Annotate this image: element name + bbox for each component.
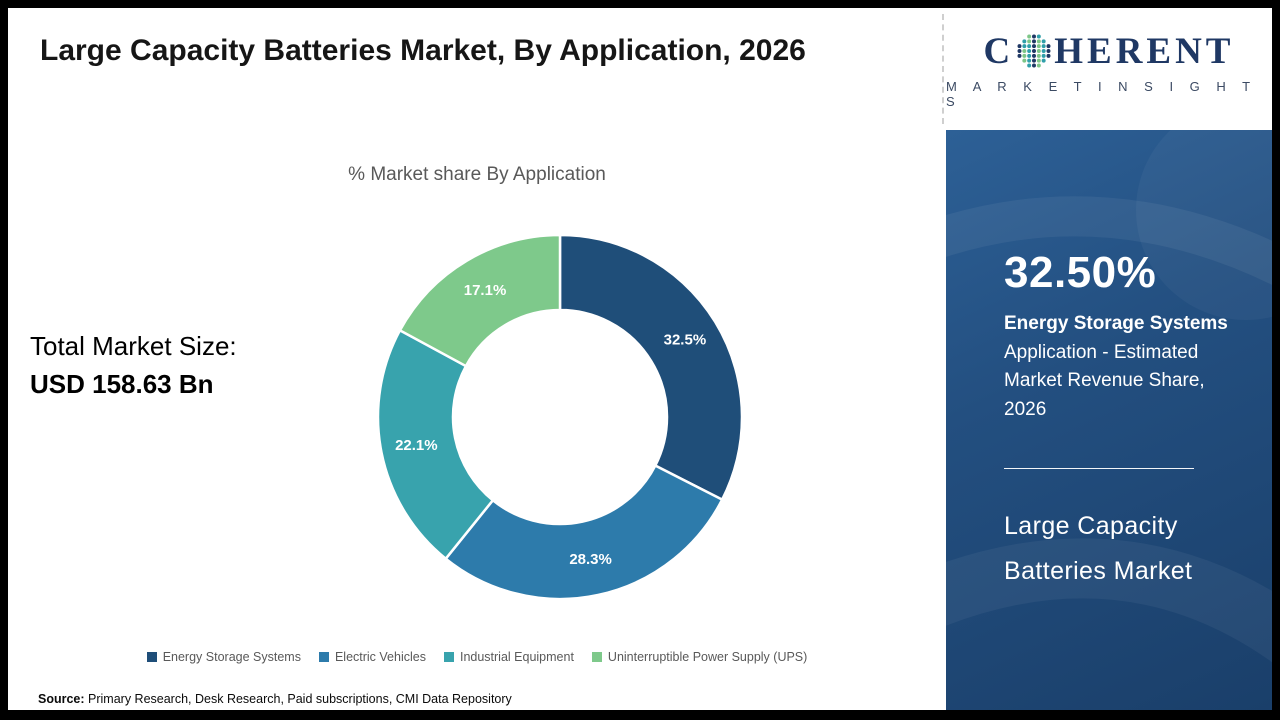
sidebar-divider xyxy=(1004,468,1194,469)
donut-chart-svg: 32.5% 28.3% 22.1% 17.1% xyxy=(376,233,744,601)
source-line: Source: Primary Research, Desk Research,… xyxy=(38,692,512,706)
stat-description-bold: Energy Storage Systems xyxy=(1004,313,1228,334)
donut-segment-label: 22.1% xyxy=(395,437,438,454)
legend-item: Uninterruptible Power Supply (UPS) xyxy=(591,650,808,664)
logo-wordmark: C HERENT xyxy=(984,30,1235,73)
stat-description-rest: Application - Estimated Market Revenue S… xyxy=(1004,341,1205,420)
legend-swatch xyxy=(443,652,454,662)
sidebar-stat: 32.50% Energy Storage Systems Applicatio… xyxy=(1004,248,1248,424)
highlight-sidebar: 32.50% Energy Storage Systems Applicatio… xyxy=(946,130,1272,710)
source-label: Source: xyxy=(38,692,85,706)
chart-legend: Energy Storage Systems Electric Vehicles I… xyxy=(8,650,946,664)
market-name-line1: Large Capacity xyxy=(1004,512,1178,540)
legend-label: Electric Vehicles xyxy=(334,650,426,664)
donut-segment-2 xyxy=(376,328,495,561)
total-market-value: USD 158.63 Bn xyxy=(30,368,214,399)
legend-swatch xyxy=(318,652,329,662)
stat-value: 32.50% xyxy=(1004,248,1157,297)
market-name-line2: Batteries Market xyxy=(1004,557,1193,585)
legend-swatch xyxy=(591,652,602,662)
legend-label: Industrial Equipment xyxy=(459,650,574,664)
source-text: Primary Research, Desk Research, Paid su… xyxy=(84,692,512,706)
donut-segment-3 xyxy=(398,233,562,368)
logo-letters-herent: HERENT xyxy=(1054,30,1235,72)
logo-letter-c: C xyxy=(983,30,1015,72)
legend-swatch xyxy=(146,652,157,662)
total-market-label: Total Market Size: xyxy=(30,331,237,361)
donut-segment-1 xyxy=(444,463,724,601)
chart-subtitle: % Market share By Application xyxy=(348,164,606,185)
donut-segment-label: 17.1% xyxy=(464,282,507,299)
page-title: Large Capacity Batteries Market, By Appl… xyxy=(40,34,806,67)
legend-item: Energy Storage Systems xyxy=(146,650,301,664)
logo-tagline: M A R K E T I N S I G H T S xyxy=(946,78,1257,109)
donut-chart: 32.5% 28.3% 22.1% 17.1% xyxy=(375,232,745,602)
legend-label: Uninterruptible Power Supply (UPS) xyxy=(607,650,808,664)
donut-segment-label: 28.3% xyxy=(569,551,612,568)
donut-segment-0 xyxy=(558,233,744,502)
market-name: Large Capacity Batteries Market xyxy=(1004,504,1254,594)
legend-item: Electric Vehicles xyxy=(318,650,426,664)
logo-divider xyxy=(942,14,944,124)
total-market-size: Total Market Size: USD 158.63 Bn xyxy=(30,328,237,403)
legend-item: Industrial Equipment xyxy=(443,650,574,664)
content-area: Large Capacity Batteries Market, By Appl… xyxy=(8,8,1272,710)
company-logo: C HERENT M A R K E T I N S I G H T S xyxy=(946,8,1272,130)
dotted-globe-icon xyxy=(1017,34,1051,68)
stat-description: Energy Storage Systems Application - Est… xyxy=(1004,310,1248,424)
donut-segment-label: 32.5% xyxy=(664,331,707,348)
legend-label: Energy Storage Systems xyxy=(162,650,301,664)
